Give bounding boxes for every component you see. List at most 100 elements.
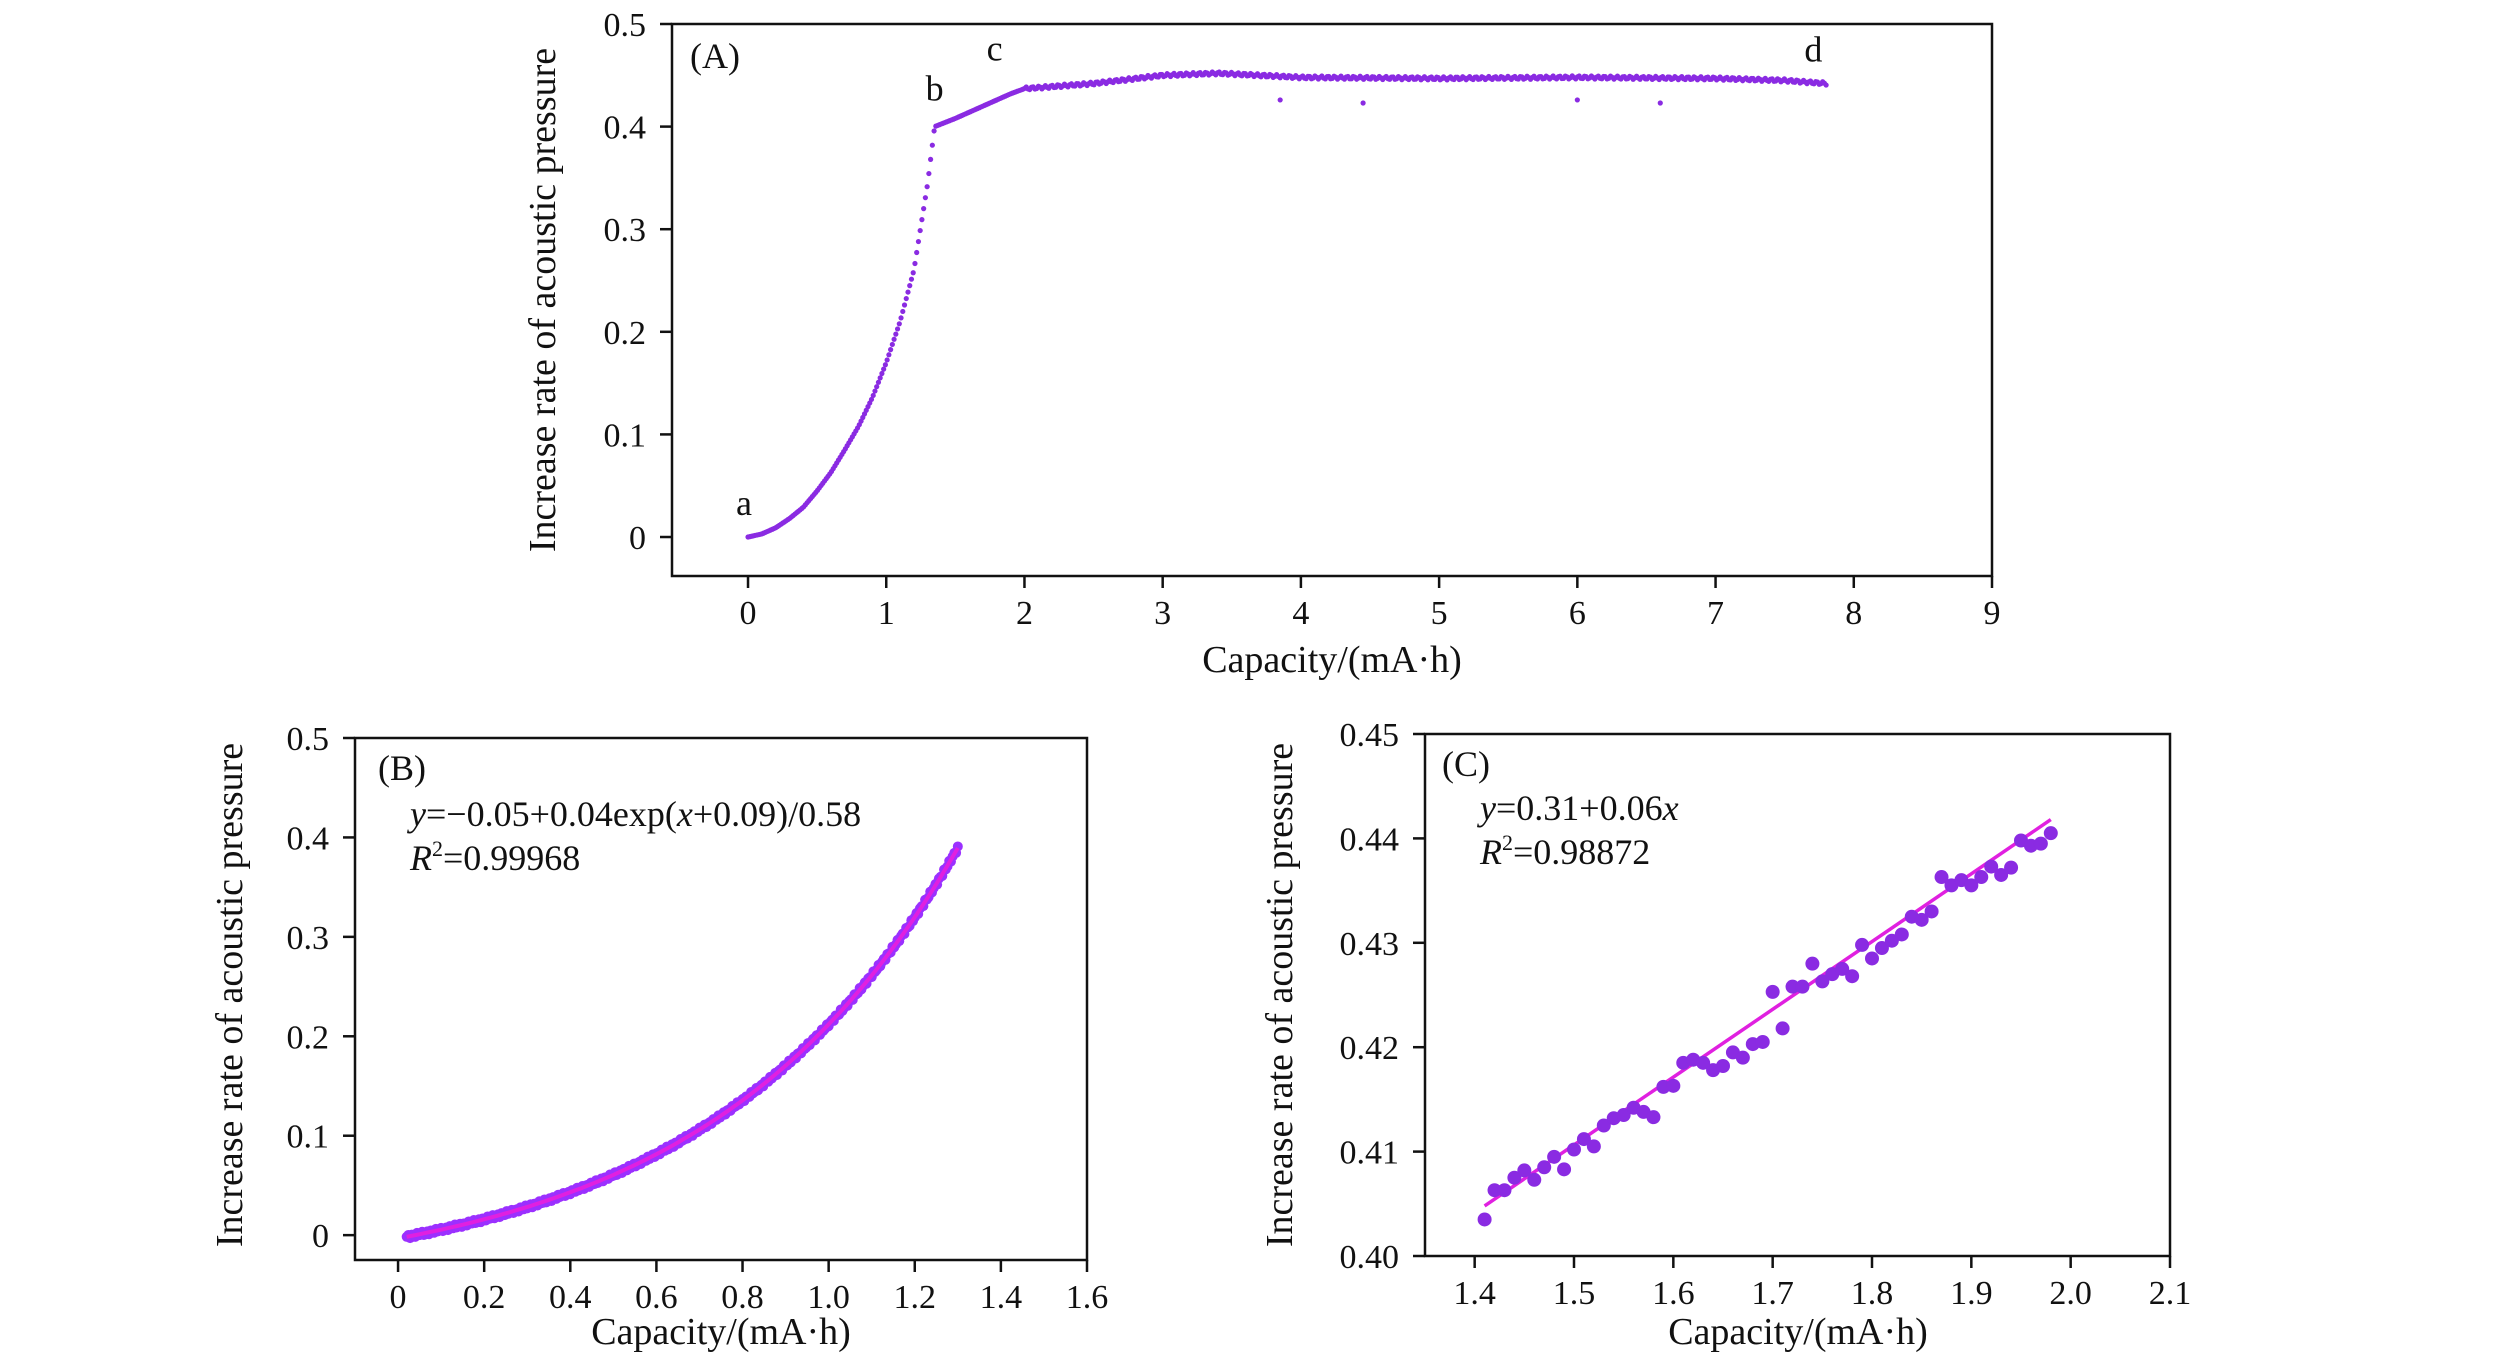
panel-a-data-point — [881, 366, 887, 372]
panel-c-r-sup: 2 — [1502, 830, 1513, 855]
panel-c-data-point — [1994, 867, 2009, 882]
panel-c-equation-x: x — [1662, 788, 1679, 828]
panel-b-y-tick-label: 0.4 — [287, 820, 330, 857]
panel-b-r-squared: R2=0.99968 — [409, 836, 580, 878]
panel-a-data-point — [872, 388, 878, 394]
panel-b-equation: y=−0.05+0.04exp(x+0.09)/0.58 — [407, 794, 861, 834]
panel-a-data-point — [910, 270, 916, 276]
panel-c-x-tick-label: 1.7 — [1751, 1275, 1794, 1312]
panel-c-data-point — [1557, 1162, 1572, 1177]
panel-b-y-tick-label: 0.1 — [287, 1119, 330, 1156]
panel-a-ticks: 0 1 2 3 4 5 6 7 8 9 0 0.1 0.2 0.3 0.4 0.5 — [604, 7, 2001, 632]
panel-a-data-point — [884, 357, 890, 363]
panel-c-y-tick-label: 0.45 — [1340, 717, 1400, 754]
panel-c-data-point — [1527, 1172, 1542, 1187]
panel-b-equation-tail: +0.09)/0.58 — [693, 794, 861, 834]
panel-b-label: (B) — [378, 748, 426, 788]
panel-a-annotation-d: d — [1804, 30, 1822, 70]
panel-a-data-point — [903, 295, 909, 302]
panel-a-x-tick-label: 5 — [1431, 595, 1448, 632]
panel-c-equation-rest: =0.31+0.06 — [1496, 788, 1663, 828]
panel-c-data-point — [1894, 927, 1909, 942]
panel-a-data-point — [914, 249, 920, 256]
panel-b-y-tick-label: 0 — [312, 1218, 329, 1255]
panel-a-data-point — [928, 156, 934, 162]
panel-a-data-point — [921, 206, 927, 212]
panel-b-x-axis-title: Capacity/(mA·h) — [591, 1311, 851, 1353]
panel-b-x-tick-label: 0 — [390, 1279, 407, 1316]
panel-c-data-point — [1805, 956, 1820, 971]
panel-c-data-point — [1477, 1212, 1492, 1227]
panel-b-x-tick-label: 1.2 — [894, 1279, 937, 1316]
panel-a-label: (A) — [690, 36, 740, 76]
panel-a-x-axis-title: Capacity/(mA·h) — [1202, 639, 1462, 681]
panel-a-y-tick-label: 0 — [629, 520, 646, 557]
panel-a-data-point — [924, 184, 930, 190]
panel-c-equation-y: y — [1477, 788, 1496, 828]
panel-c-equation: y=0.31+0.06x — [1477, 788, 1679, 828]
panel-c-data-point — [1845, 969, 1860, 984]
panel-c-data-point — [1984, 859, 1999, 874]
panel-b-x-tick-label: 0.6 — [635, 1279, 678, 1316]
panel-c-data-point — [1497, 1183, 1512, 1198]
panel-b-r-sup: 2 — [432, 836, 443, 861]
panel-a-x-tick-label: 7 — [1707, 595, 1724, 632]
panel-c-data-point — [2004, 860, 2019, 875]
panel-c-r-value: =0.98872 — [1513, 832, 1650, 872]
panel-c-data-point — [1884, 933, 1899, 948]
panel-c-data-point — [1815, 974, 1830, 989]
panel-a-annotation-a: a — [736, 483, 752, 523]
panel-c-data-point — [1964, 878, 1979, 893]
panel-c-data-point — [1924, 904, 1939, 919]
panel-a-data-point — [868, 396, 875, 403]
panel-c-y-tick-label: 0.40 — [1340, 1239, 1400, 1276]
panel-c-data-point — [1616, 1108, 1631, 1123]
panel-c-r-var: R — [1479, 832, 1502, 872]
panel-a-y-tick-label: 0.5 — [604, 7, 647, 44]
panel-c-data-point — [1666, 1078, 1681, 1093]
panel-a-data-point — [886, 352, 892, 358]
panel-a-outlier-point — [1360, 100, 1366, 106]
panel-b-y-tick-label: 0.2 — [287, 1019, 330, 1056]
panel-c-data-point — [1855, 937, 1870, 952]
panel-b-x-tick-label: 1.4 — [980, 1279, 1023, 1316]
panel-c-data-point — [1507, 1170, 1522, 1185]
panel-c-y-axis-title: Increase rate of acoustic pressure — [1259, 743, 1301, 1247]
panel-b-y-axis-title: Increase rate of acoustic pressure — [209, 743, 251, 1247]
panel-a-data-point — [898, 315, 904, 321]
panel-b-x-tick-label: 1.6 — [1066, 1279, 1109, 1316]
panel-c-plot-frame — [1423, 732, 2172, 1258]
panel-c-x-tick-label: 1.4 — [1453, 1275, 1496, 1312]
panel-c-data-points — [1477, 826, 2058, 1227]
panel-a-annotation-c: c — [987, 29, 1003, 69]
panel-a-data-point — [888, 347, 894, 353]
panel-c-data-point — [1785, 979, 1800, 994]
panel-c-x-tick-label: 1.5 — [1553, 1275, 1596, 1312]
panel-c-data-point — [2033, 836, 2048, 851]
panel-a-plot-frame — [670, 22, 1994, 578]
panel-c-label: (C) — [1442, 744, 1490, 784]
panel-a-data-point — [931, 128, 937, 134]
panel-b-chart: 0 0.2 0.4 0.6 0.8 1.0 1.2 1.4 1.6 0 0.1 0.2 0.3 0.4 0.… — [209, 721, 1108, 1353]
panel-a-y-tick-label: 0.1 — [604, 417, 647, 454]
panel-a-data-point — [874, 384, 880, 390]
panel-a-x-tick-label: 8 — [1845, 595, 1862, 632]
panel-a-data-point — [896, 321, 902, 327]
panel-b-equation-rest: =−0.05+0.04exp( — [426, 794, 677, 834]
panel-c-y-tick-label: 0.41 — [1340, 1135, 1400, 1172]
panel-c-data-point — [1586, 1139, 1601, 1154]
panel-c-y-tick-label: 0.42 — [1340, 1030, 1400, 1067]
panel-a-x-tick-label: 0 — [740, 595, 757, 632]
panel-a-annotation-b: b — [926, 69, 944, 109]
panel-b-data-points — [401, 841, 963, 1244]
panel-a-outlier-point — [1657, 100, 1663, 106]
panel-a-x-tick-label: 4 — [1292, 595, 1309, 632]
panel-c-data-point — [1576, 1132, 1591, 1147]
panel-a-data-points — [745, 69, 1829, 540]
panel-c-y-tick-label: 0.44 — [1340, 821, 1400, 858]
panel-c-data-point — [1835, 961, 1850, 976]
panel-c-data-point — [1517, 1163, 1532, 1178]
panel-b-x-tick-label: 0.8 — [721, 1279, 764, 1316]
panel-a-data-point — [882, 362, 888, 368]
